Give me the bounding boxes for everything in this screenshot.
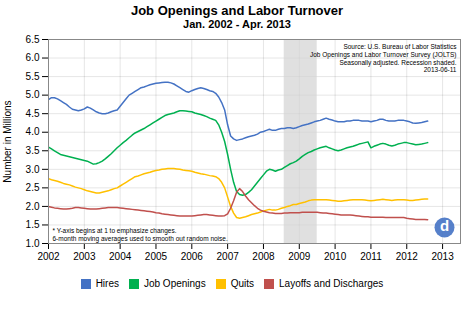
svg-text:2012: 2012: [396, 251, 419, 262]
svg-text:2.0: 2.0: [26, 201, 40, 212]
svg-text:2006: 2006: [181, 251, 204, 262]
html-text:Quits: Quits: [230, 278, 254, 289]
html-text:Layoffs and Discharges: Layoffs and Discharges: [279, 278, 384, 289]
svg-text:2010: 2010: [324, 251, 347, 262]
svg-text:2008: 2008: [252, 251, 275, 262]
svg-text:3.5: 3.5: [26, 145, 40, 156]
svg-text:d: d: [440, 217, 449, 234]
svg-text:2007: 2007: [217, 251, 240, 262]
svg-text:Number in Millions: Number in Millions: [2, 100, 13, 182]
svg-text:6.0: 6.0: [26, 52, 40, 63]
svg-text:2005: 2005: [145, 251, 168, 262]
svg-text:Source: U.S. Bureau of Labor S: Source: U.S. Bureau of Labor StatisticsJ…: [310, 43, 457, 73]
html-text:Job Openings and Labor Turnove: Job Openings and Labor Turnover: [130, 3, 343, 18]
html-text:Jan. 2002 - Apr. 2013: Jan. 2002 - Apr. 2013: [183, 18, 291, 30]
svg-text:5.5: 5.5: [26, 71, 40, 82]
svg-text:2.5: 2.5: [26, 182, 40, 193]
svg-text:1.0: 1.0: [26, 238, 40, 249]
svg-text:2011: 2011: [360, 251, 382, 262]
svg-text:3.0: 3.0: [26, 164, 40, 175]
svg-text:2004: 2004: [109, 251, 132, 262]
svg-text:4.5: 4.5: [26, 108, 40, 119]
svg-text:2003: 2003: [73, 251, 96, 262]
svg-text:6.5: 6.5: [26, 34, 40, 45]
svg-text:5.0: 5.0: [26, 89, 40, 100]
svg-text:1.5: 1.5: [26, 219, 40, 230]
svg-text:* Y-axis begins at 1 to emphas: * Y-axis begins at 1 to emphasize change…: [53, 227, 228, 243]
svg-text:2002: 2002: [37, 251, 60, 262]
svg-text:2013: 2013: [431, 251, 454, 262]
svg-text:2009: 2009: [288, 251, 311, 262]
html-text:Hires: Hires: [95, 278, 119, 289]
svg-text:4.0: 4.0: [26, 126, 40, 137]
html-text:Job Openings: Job Openings: [144, 278, 206, 289]
